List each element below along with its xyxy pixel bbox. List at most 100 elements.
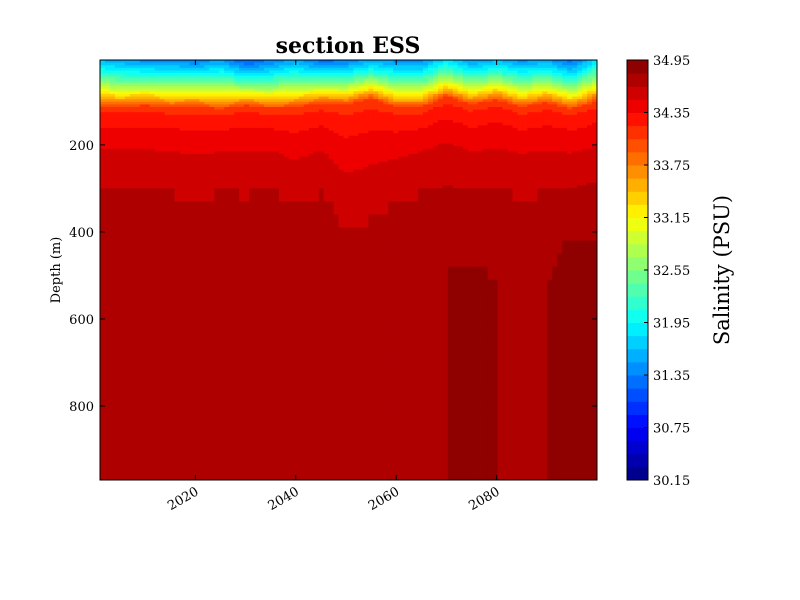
heatmap-cell <box>119 151 126 155</box>
heatmap-cell <box>224 180 230 184</box>
heatmap-cell <box>423 65 429 69</box>
heatmap-cell <box>194 122 200 126</box>
heatmap-cell <box>154 410 161 425</box>
heatmap-cell <box>264 83 270 87</box>
heatmap-cell <box>313 279 320 294</box>
heatmap-cell <box>393 140 399 145</box>
heatmap-cell <box>313 125 320 129</box>
heatmap-cell <box>328 73 335 77</box>
heatmap-cell <box>219 358 225 372</box>
heatmap-cell <box>159 177 166 181</box>
heatmap-cell <box>293 60 300 64</box>
heatmap-cell <box>219 182 225 186</box>
heatmap-cell <box>418 154 424 158</box>
heatmap-cell <box>199 127 205 132</box>
heatmap-cell <box>164 96 171 100</box>
heatmap-cell <box>278 172 285 176</box>
heatmap-cell <box>134 345 141 359</box>
heatmap-cell <box>363 358 369 372</box>
heatmap-cell <box>259 188 265 203</box>
heatmap-cell <box>303 73 310 77</box>
heatmap-cell <box>249 107 255 111</box>
heatmap-cell <box>259 161 265 166</box>
heatmap-cell <box>268 107 275 111</box>
heatmap-cell <box>437 135 444 139</box>
heatmap-cell <box>154 112 161 116</box>
heatmap-cell <box>353 177 360 181</box>
heatmap-cell <box>428 75 434 79</box>
heatmap-cell <box>134 83 141 87</box>
heatmap-cell <box>154 161 161 166</box>
heatmap-cell <box>239 185 245 189</box>
heatmap-cell <box>432 174 439 179</box>
heatmap-cell <box>169 332 176 346</box>
heatmap-cell <box>149 475 156 480</box>
heatmap-cell <box>224 227 230 242</box>
heatmap-cell <box>283 156 290 160</box>
heatmap-cell <box>164 133 171 137</box>
heatmap-cell <box>278 78 285 82</box>
heatmap-cell <box>194 73 200 77</box>
heatmap-cell <box>244 185 250 189</box>
heatmap-cell <box>393 101 399 105</box>
heatmap-cell <box>264 86 270 90</box>
heatmap-cell <box>423 292 429 307</box>
heatmap-cell <box>134 161 141 166</box>
heatmap-cell <box>189 214 196 229</box>
heatmap-cell <box>268 305 275 320</box>
heatmap-cell <box>249 65 255 69</box>
heatmap-cell <box>368 125 374 129</box>
heatmap-cell <box>109 154 116 158</box>
heatmap-cell <box>154 122 161 126</box>
heatmap-cell <box>323 130 330 134</box>
heatmap-cell <box>378 371 384 385</box>
heatmap-cell <box>204 161 210 166</box>
heatmap-cell <box>308 117 315 121</box>
heatmap-cell <box>273 169 280 173</box>
heatmap-cell <box>184 138 191 142</box>
heatmap-cell <box>114 86 121 90</box>
heatmap-cell <box>423 164 429 168</box>
heatmap-cell <box>373 112 379 116</box>
heatmap-cell <box>313 91 320 95</box>
heatmap-cell <box>348 161 355 166</box>
heatmap-cell <box>194 133 200 137</box>
heatmap-cell <box>298 266 305 281</box>
heatmap-cell <box>219 172 225 176</box>
heatmap-cell <box>293 167 300 171</box>
heatmap-cell <box>159 127 166 132</box>
heatmap-cell <box>268 161 275 166</box>
heatmap-cell <box>184 201 191 216</box>
heatmap-cell <box>378 67 384 72</box>
heatmap-cell <box>288 83 295 87</box>
heatmap-cell <box>343 423 350 438</box>
heatmap-cell <box>139 164 146 168</box>
heatmap-cell <box>303 122 310 126</box>
heatmap-cell <box>333 75 340 79</box>
heatmap-cell <box>139 462 146 477</box>
heatmap-cell <box>174 80 181 85</box>
heatmap-cell <box>179 93 186 98</box>
heatmap-cell <box>224 127 230 132</box>
heatmap-cell <box>144 65 151 69</box>
heatmap-cell <box>338 143 345 147</box>
heatmap-cell <box>403 138 409 142</box>
heatmap-cell <box>432 65 439 69</box>
heatmap-cell <box>114 164 121 168</box>
heatmap-cell <box>268 96 275 100</box>
heatmap-cell <box>209 174 215 179</box>
heatmap-cell <box>184 99 191 103</box>
heatmap-cell <box>209 130 215 134</box>
heatmap-cell <box>343 201 350 216</box>
heatmap-cell <box>328 125 335 129</box>
heatmap-cell <box>338 384 345 398</box>
heatmap-cell <box>313 292 320 307</box>
heatmap-cell <box>308 172 315 176</box>
heatmap-cell <box>149 358 156 372</box>
heatmap-cell <box>259 358 265 372</box>
heatmap-cell <box>109 180 116 184</box>
heatmap-cell <box>268 423 275 438</box>
heatmap-cell <box>164 174 171 179</box>
heatmap-cell <box>363 83 369 87</box>
heatmap-cell <box>189 135 196 139</box>
